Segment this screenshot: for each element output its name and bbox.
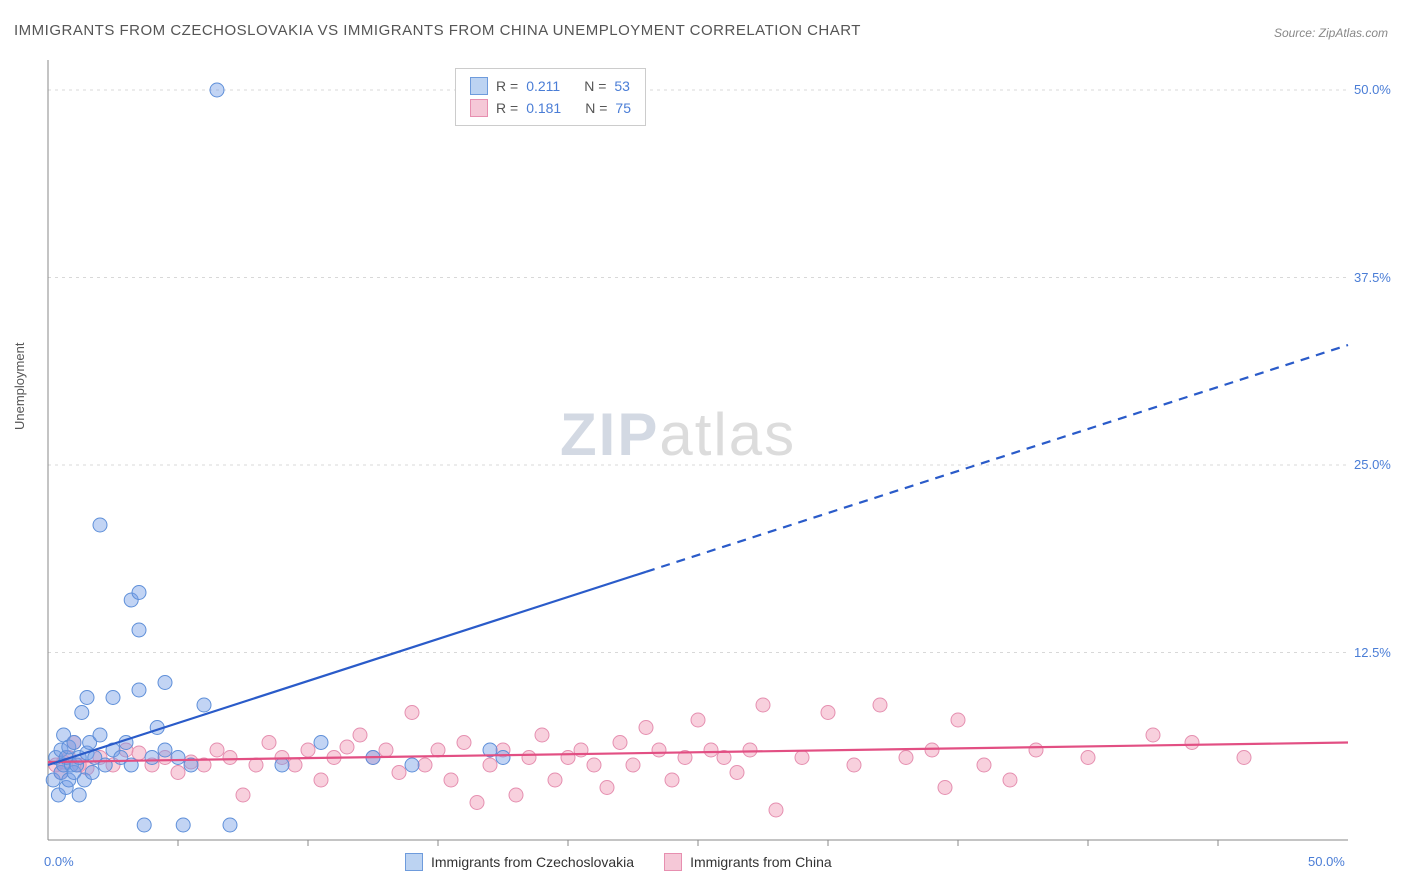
swatch-czech-bottom [405,853,423,871]
ytick-label: 37.5% [1354,270,1404,285]
n-value-china: 75 [615,100,631,116]
ytick-label: 25.0% [1354,457,1404,472]
n-label-china: N = [585,100,607,116]
n-value-czech: 53 [614,78,630,94]
n-label-czech: N = [584,78,606,94]
legend-item-china: Immigrants from China [664,853,832,871]
legend-row-czech: R = 0.211 N = 53 [470,75,631,97]
legend-label-china: Immigrants from China [690,854,832,870]
r-label-china: R = [496,100,518,116]
r-value-czech: 0.211 [526,78,560,94]
xtick-hi: 50.0% [1308,854,1345,869]
r-label-czech: R = [496,78,518,94]
scatter-plot [0,0,1406,892]
series-legend: Immigrants from Czechoslovakia Immigrant… [405,853,832,871]
legend-label-czech: Immigrants from Czechoslovakia [431,854,634,870]
xtick-lo: 0.0% [44,854,74,869]
swatch-china-bottom [664,853,682,871]
chart-container: IMMIGRANTS FROM CZECHOSLOVAKIA VS IMMIGR… [0,0,1406,892]
ytick-label: 12.5% [1354,645,1404,660]
legend-item-czech: Immigrants from Czechoslovakia [405,853,634,871]
correlation-legend: R = 0.211 N = 53 R = 0.181 N = 75 [455,68,646,126]
swatch-china [470,99,488,117]
legend-row-china: R = 0.181 N = 75 [470,97,631,119]
r-value-china: 0.181 [526,100,561,116]
swatch-czech [470,77,488,95]
ytick-label: 50.0% [1354,82,1404,97]
